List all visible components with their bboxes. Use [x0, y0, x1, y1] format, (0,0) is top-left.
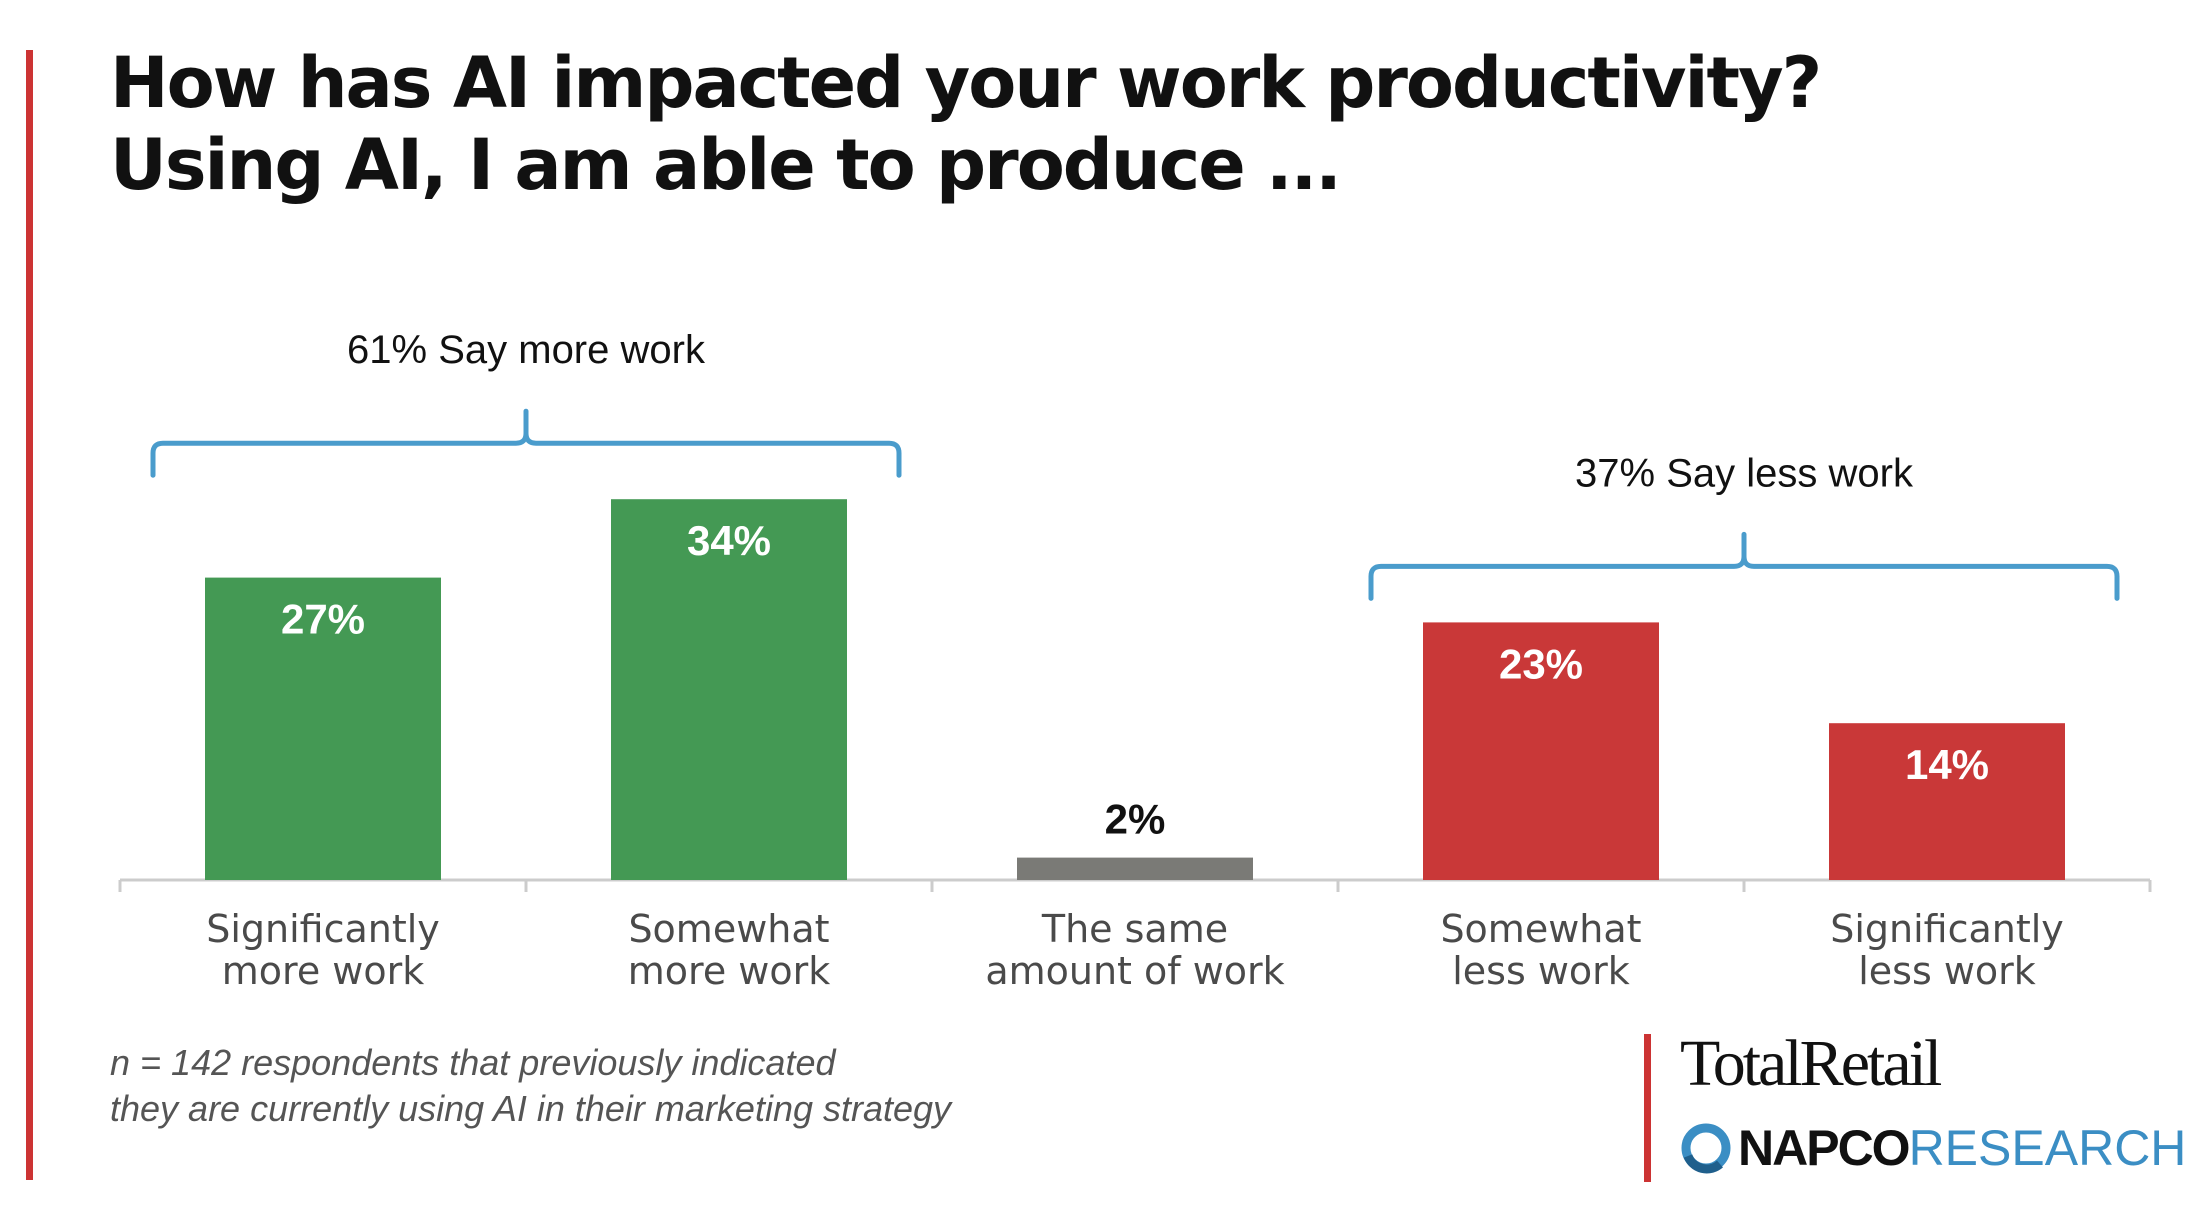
category-label: more work [222, 949, 424, 993]
category-label: Somewhat [628, 907, 829, 951]
napco-ring-icon [1681, 1123, 1731, 1174]
bar-value-label: 23% [1499, 640, 1583, 687]
group-bracket-label: 61% Say more work [347, 328, 706, 372]
footnote: n = 142 respondents that previously indi… [110, 1040, 951, 1132]
chart-title: How has AI impacted your work productivi… [110, 42, 2110, 206]
logo-divider [1644, 1034, 1651, 1182]
napco-wordmark: NAPCO [1738, 1120, 1911, 1176]
category-label: Somewhat [1440, 907, 1641, 951]
bar-value-label: 27% [281, 596, 365, 643]
total-retail-logo: TotalRetail [1680, 1027, 1942, 1100]
bar [1017, 857, 1253, 880]
bar [1423, 622, 1659, 880]
title-line-1: How has AI impacted your work productivi… [110, 42, 1822, 124]
category-label: more work [628, 949, 830, 993]
group-bracket-label: 37% Say less work [1575, 451, 1914, 495]
left-accent-bar [26, 50, 33, 1180]
footnote-line-1: n = 142 respondents that previously indi… [110, 1042, 836, 1083]
group-bracket [1368, 531, 2120, 601]
research-wordmark: RESEARCH [1908, 1120, 2187, 1176]
category-label: amount of work [985, 949, 1284, 993]
category-label: less work [1858, 949, 2036, 993]
bar [205, 577, 441, 880]
bar-value-label: 14% [1905, 741, 1989, 788]
category-label: The same [1041, 907, 1228, 951]
napco-research-logo: NAPCO RESEARCH [1680, 1118, 2186, 1178]
group-bracket [150, 408, 902, 478]
footnote-line-2: they are currently using AI in their mar… [110, 1088, 952, 1129]
bar-value-label: 34% [687, 517, 771, 564]
bar [611, 499, 847, 880]
category-label: less work [1452, 949, 1630, 993]
category-label: Significantly [1830, 907, 2064, 951]
category-label: Significantly [206, 907, 440, 951]
bar [1829, 723, 2065, 880]
title-line-2: Using AI, I am able to produce ... [110, 124, 1342, 206]
bar-value-label: 2% [1105, 796, 1166, 843]
